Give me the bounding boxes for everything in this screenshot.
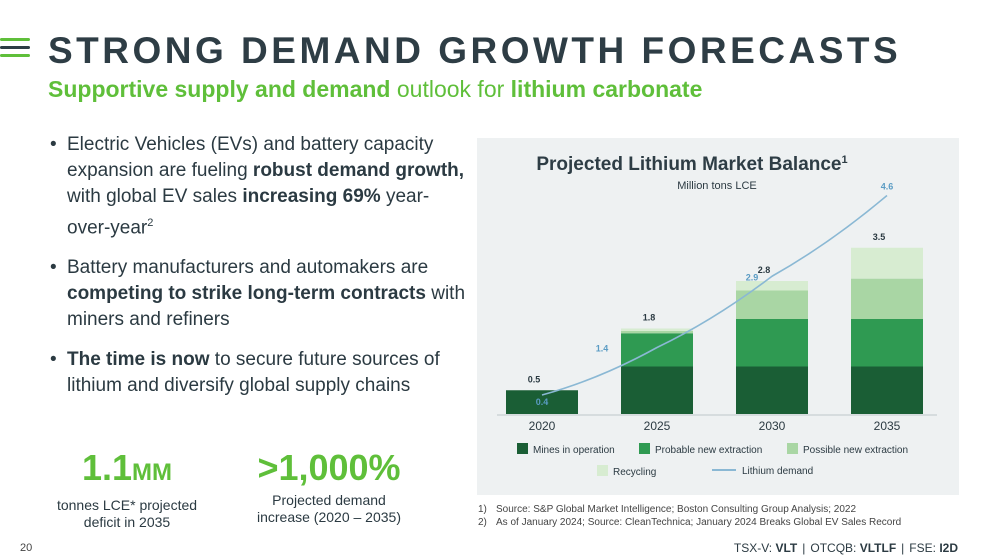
footnote-2: 2) As of January 2024; Source: CleanTechn… (478, 516, 901, 529)
bullet-text: Electric Vehicles (EVs) and battery capa… (67, 134, 434, 181)
demand-label-2030: 2.9 (746, 272, 759, 282)
bar-mines-in-operation-2030 (736, 366, 808, 414)
lithium-market-chart: Projected Lithium Market Balance1 Million… (497, 154, 937, 478)
bullet-bold: increasing 69% (242, 186, 381, 207)
stat-unit: MM (132, 459, 173, 486)
bullet-bold: competing to strike long-term contracts (67, 283, 426, 305)
demand-label-2035: 4.6 (881, 182, 894, 192)
bar-probable-new-extraction-2035 (851, 319, 923, 367)
bar-total-label-2030: 2.8 (758, 265, 771, 275)
x-tick-label-2020: 2020 (529, 419, 556, 433)
bar-mines-in-operation-2035 (851, 366, 923, 414)
bullet-text: year-over-year (67, 186, 430, 239)
bullet-item-time-is-now: The time is now to secure future sources… (50, 347, 470, 399)
ticker-exchange: FSE: (909, 541, 936, 555)
legend-label-recycling: Recycling (613, 467, 656, 478)
bar-recycling-2035 (851, 247, 923, 279)
bar-total-label-2020: 0.5 (528, 374, 541, 384)
ticker-exchange: TSX-V: (733, 541, 773, 555)
bullet-text: to secure future sources of lithium and … (67, 349, 440, 397)
bullet-item-contracts: Battery manufacturers and automakers are… (50, 255, 470, 333)
ticker-symbol: VLTLF (859, 541, 897, 555)
page-number: 20 (20, 542, 33, 554)
bar-possible-new-extraction-2025 (621, 330, 693, 334)
stat-label: tonnes LCE* projected deficit in 2035 (42, 497, 212, 531)
bar-probable-new-extraction-2030 (736, 319, 808, 367)
footnote-text: Source: S&P Global Market Intelligence; … (496, 504, 857, 515)
footnote-1: 1) Source: S&P Global Market Intelligence… (478, 503, 901, 516)
bar-mines-in-operation-2020 (506, 390, 578, 414)
legend-swatch-possible-new-extraction (787, 443, 798, 454)
footnote-number: 2) (478, 517, 487, 528)
chart-title: Projected Lithium Market Balance1 (536, 154, 847, 175)
bullet-item-ev-growth: Electric Vehicles (EVs) and battery capa… (50, 132, 470, 241)
chart-title-text: Projected Lithium Market Balance (536, 154, 841, 175)
x-tick-label-2035: 2035 (874, 419, 901, 433)
x-tick-label-2030: 2030 (759, 419, 786, 433)
legend-label-lithium-demand: Lithium demand (742, 466, 813, 477)
title-accent-lines-icon (0, 38, 30, 66)
footnote-text: As of January 2024; Source: CleanTechnic… (496, 517, 902, 528)
stat-value: >1,000% (257, 447, 401, 488)
x-tick-label-2025: 2025 (644, 419, 671, 433)
legend-label-probable-new-extraction: Probable new extraction (655, 445, 762, 456)
legend-label-possible-new-extraction: Possible new extraction (803, 445, 908, 456)
ticker-symbol: I2D (939, 541, 958, 555)
bar-recycling-2030 (736, 281, 808, 291)
subtitle-part-1: Supportive supply and demand (48, 76, 391, 102)
footnotes: 1) Source: S&P Global Market Intelligence… (478, 503, 901, 529)
demand-label-2020: 0.4 (536, 397, 549, 407)
bar-total-label-2025: 1.8 (643, 313, 656, 323)
footnote-number: 1) (478, 504, 487, 515)
legend-swatch-probable-new-extraction (639, 443, 650, 454)
stat-number: 1.1 (81, 447, 133, 488)
ticker-separator: | (802, 541, 806, 555)
stat-label-line: tonnes LCE* projected (56, 497, 198, 513)
demand-label-2025: 1.4 (596, 344, 609, 354)
stat-label: Projected demand increase (2020 – 2035) (236, 492, 422, 526)
chart-title-footnote-ref: 1 (842, 154, 848, 166)
chart-panel: Projected Lithium Market Balance1 Million… (477, 138, 959, 495)
bar-total-label-2035: 3.5 (873, 232, 886, 242)
stat-label-line: deficit in 2035 (83, 514, 171, 530)
bar-recycling-2025 (621, 328, 693, 331)
bar-possible-new-extraction-2035 (851, 278, 923, 319)
bullet-bold: The time is now (67, 349, 210, 371)
bar-probable-new-extraction-2025 (621, 333, 693, 367)
chart-subtitle: Million tons LCE (677, 180, 756, 192)
bar-possible-new-extraction-2030 (736, 290, 808, 319)
bar-mines-in-operation-2025 (621, 366, 693, 414)
subtitle-part-3: lithium carbonate (510, 76, 703, 102)
legend-swatch-mines-in-operation (517, 443, 528, 454)
subtitle-part-2: outlook for (390, 76, 511, 102)
legend-label-mines-in-operation: Mines in operation (533, 445, 615, 456)
stat-demand-increase: >1,000% Projected demand increase (2020 –… (236, 448, 422, 526)
stat-label-line: Projected demand (272, 492, 386, 508)
footnote-ref: 2 (147, 217, 154, 229)
bullet-list: Electric Vehicles (EVs) and battery capa… (50, 132, 470, 413)
bullet-text: Battery manufacturers and automakers are (67, 257, 429, 279)
ticker-symbols: TSX-V: VLT | OTCQB: VLTLF | FSE: I2D (734, 541, 958, 555)
lithium-demand-line (541, 194, 888, 396)
bullet-text: with miners and refiners (67, 283, 466, 331)
page-subtitle: Supportive supply and demand outlook for… (48, 76, 702, 103)
legend-swatch-recycling (597, 465, 608, 476)
bullet-text: with global EV sales (67, 186, 243, 207)
bullet-bold: robust demand growth, (252, 160, 465, 181)
page-title: STRONG DEMAND GROWTH FORECASTS (48, 30, 902, 71)
ticker-exchange: OTCQB: (810, 541, 857, 555)
stat-label-line: increase (2020 – 2035) (257, 509, 401, 525)
ticker-symbol: VLT (775, 541, 798, 555)
stat-deficit: 1.1MM tonnes LCE* projected deficit in 20… (42, 448, 212, 531)
stat-value: 1.1MM (42, 448, 212, 493)
ticker-separator: | (901, 541, 905, 555)
